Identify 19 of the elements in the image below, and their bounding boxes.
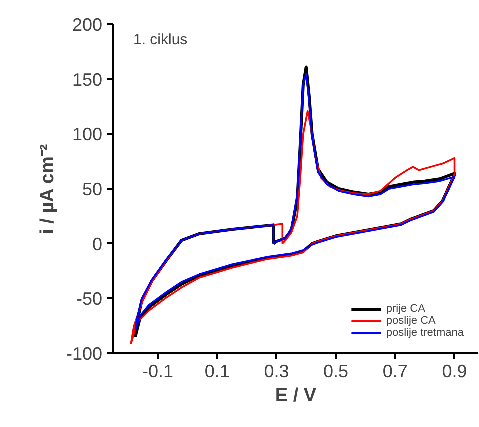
x-tick-label: 0.3 <box>264 362 290 382</box>
x-axis-title: E / V <box>275 386 317 406</box>
x-tick-label: 0.7 <box>382 362 408 382</box>
legend-label: prije CA <box>386 303 426 315</box>
y-axis-title: i / µA cm⁻² <box>37 144 58 234</box>
y-tick-label: 0 <box>92 234 103 254</box>
x-tick-label: 0.9 <box>442 362 468 382</box>
x-tick-label: 0.5 <box>324 362 349 382</box>
annotation: 1. ciklus <box>134 32 188 48</box>
y-tick-label: 150 <box>72 70 103 90</box>
y-tick-label: 50 <box>82 180 103 200</box>
legend-label: poslije tretmana <box>386 327 464 339</box>
x-tick-label: -0.1 <box>142 362 174 382</box>
x-tick-label: 0.1 <box>204 362 230 382</box>
y-tick-label: 200 <box>72 15 103 35</box>
y-tick-label: -100 <box>66 344 103 364</box>
y-tick-label: -50 <box>76 289 102 310</box>
y-tick-label: 100 <box>72 124 103 145</box>
legend-label: poslije CA <box>386 315 436 327</box>
